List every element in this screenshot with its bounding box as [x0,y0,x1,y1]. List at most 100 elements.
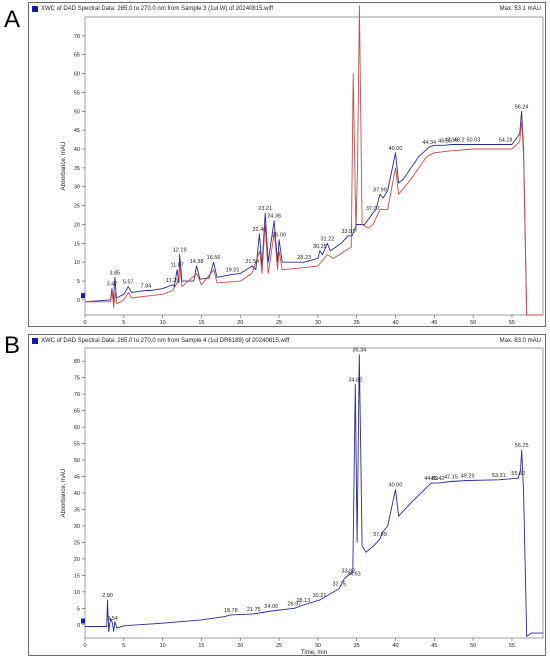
y-tick-label: 55 [74,90,80,96]
series-line-1 [85,354,543,637]
y-tick-label: 10 [74,590,80,596]
y-tick-label: 10 [74,260,80,266]
peak-label: 56.25 [515,443,529,449]
x-tick-label: 15 [198,643,204,649]
peak-label: 3.47 [107,282,118,288]
peak-label: 19.01 [226,267,240,273]
x-tick-label: 25 [276,643,282,649]
x-tick-label: 45 [431,643,437,649]
peak-label: 48.2 [454,137,465,143]
peak-label: 47.15 [444,474,458,480]
peak-label: 37.99 [373,532,387,538]
peak-label: 7.84 [141,283,152,289]
chart-header: XWC of DAD Spectral Data: 265.0 to 270.0… [29,335,545,348]
plot-frame [84,16,544,316]
series-line-2 [85,5,543,316]
series-square-icon [32,338,38,344]
y-tick-label: 20 [74,557,80,563]
peak-label: 45.42 [431,476,445,482]
x-tick-label: 25 [276,320,282,326]
peak-label: 26.97 [287,601,301,607]
x-tick-label: 5 [122,643,125,649]
y-tick-label: 70 [74,34,80,40]
peak-label: 21.54 [245,259,259,265]
y-tick-label: 50 [74,458,80,464]
y-axis-label: Absorbance, mAU [61,469,67,518]
x-tick-label: 35 [354,320,360,326]
y-axis-label: Absorbance, mAU [61,142,67,191]
series-line-1 [84,110,543,316]
y-tick-label: 45 [74,128,80,134]
peak-label: 46.38 [438,138,452,144]
y-tick-label: 55 [74,442,80,448]
peak-label: 53.31 [492,473,506,479]
y-tick-label: 80 [74,359,80,365]
peak-label: 25.00 [272,233,286,239]
peak-label: 49.29 [461,473,475,479]
peak-label: 35.34 [352,348,366,354]
y-tick-label: 45 [74,475,80,481]
y-tick-label: 5 [77,279,80,285]
peak-label: 31.22 [320,236,334,242]
peak-label: 37.07 [366,206,380,212]
peak-label: 54.18 [499,137,513,143]
x-tick-label: 40 [392,643,398,649]
peak-label: 47.16 [444,137,458,143]
y-tick-label: 60 [74,72,80,78]
peak-label: 28.13 [296,598,310,604]
peak-label: 18.78 [224,608,238,614]
series-square-icon [32,6,38,12]
peak-label: 34.63 [347,572,361,578]
x-tick-label: 55 [509,320,515,326]
x-tick-label: 30 [315,320,321,326]
peak-label: 16.56 [207,255,221,261]
x-axis-label: Time, min [301,650,327,655]
peak-label: 11.29 [166,278,179,284]
peak-label: 3.85 [110,270,121,276]
peak-label: 55.82 [511,471,525,477]
x-tick-label: 40 [392,320,398,326]
peak-label: 3.54 [107,616,118,622]
chart-max-label: Max. 83.0 mAU [499,338,541,344]
peak-label: 32.75 [332,582,346,588]
y-tick-label: 50 [74,109,80,115]
peak-label: 37.99 [373,187,387,193]
y-tick-label: 35 [74,166,80,172]
chart-header: XWC of DAD Spectral Data: 265.0 to 270.0… [29,3,545,16]
peak-label: 14.38 [190,259,204,265]
peak-label: 12.19 [173,248,187,254]
peak-label: 24.36 [267,214,281,220]
peak-label: 44.59 [424,476,438,482]
peak-label: 33.92 [341,568,355,574]
peak-label: 21.75 [247,607,261,613]
y-tick-label: 65 [74,53,80,59]
peak-label: 50.03 [466,137,480,143]
peak-label: 34.82 [348,377,362,383]
y-tick-label: 30 [74,524,80,530]
y-tick-label: 5 [77,606,80,612]
y-tick-label: 0 [77,298,80,304]
peak-label: 33.91 [341,229,355,235]
x-tick-label: 45 [431,320,437,326]
peak-label: 30.21 [313,593,327,599]
chart-svg-a: 0 5 10 15 20 25 30 35 40 45 50 55 60 65 70 0 5 10 15 20 25 30… [61,5,544,326]
peak-label: 40.00 [389,146,403,152]
x-tick-label: 30 [315,643,321,649]
x-tick-label: 10 [160,643,166,649]
x-tick-label: 35 [354,643,360,649]
baseline-marker-icon [81,293,85,299]
y-tick-label: 25 [74,540,80,546]
x-tick-label: 50 [470,320,476,326]
x-tick-label: 15 [198,320,204,326]
chart-header-title: XWC of DAD Spectral Data: 265.0 to 270.0… [41,338,290,344]
y-tick-label: 65 [74,409,80,415]
peak-label: 11.87 [170,263,183,269]
x-tick-label: 20 [237,320,243,326]
chart-svg-b: 0 5 10 15 20 25 30 35 40 45 50 55 60 65 70 75 80 0 5 10 15 20… [61,348,544,655]
chart-max-label: Max. 53.1 mAU [499,6,541,12]
peak-label: 44.34 [422,140,436,146]
chart-panel-a: XWC of DAD Spectral Data: 265.0 to 270.0… [28,2,546,327]
panel-letter-b: B [4,332,21,359]
x-tick-label: 55 [509,643,515,649]
peak-label: 28.23 [297,255,311,261]
